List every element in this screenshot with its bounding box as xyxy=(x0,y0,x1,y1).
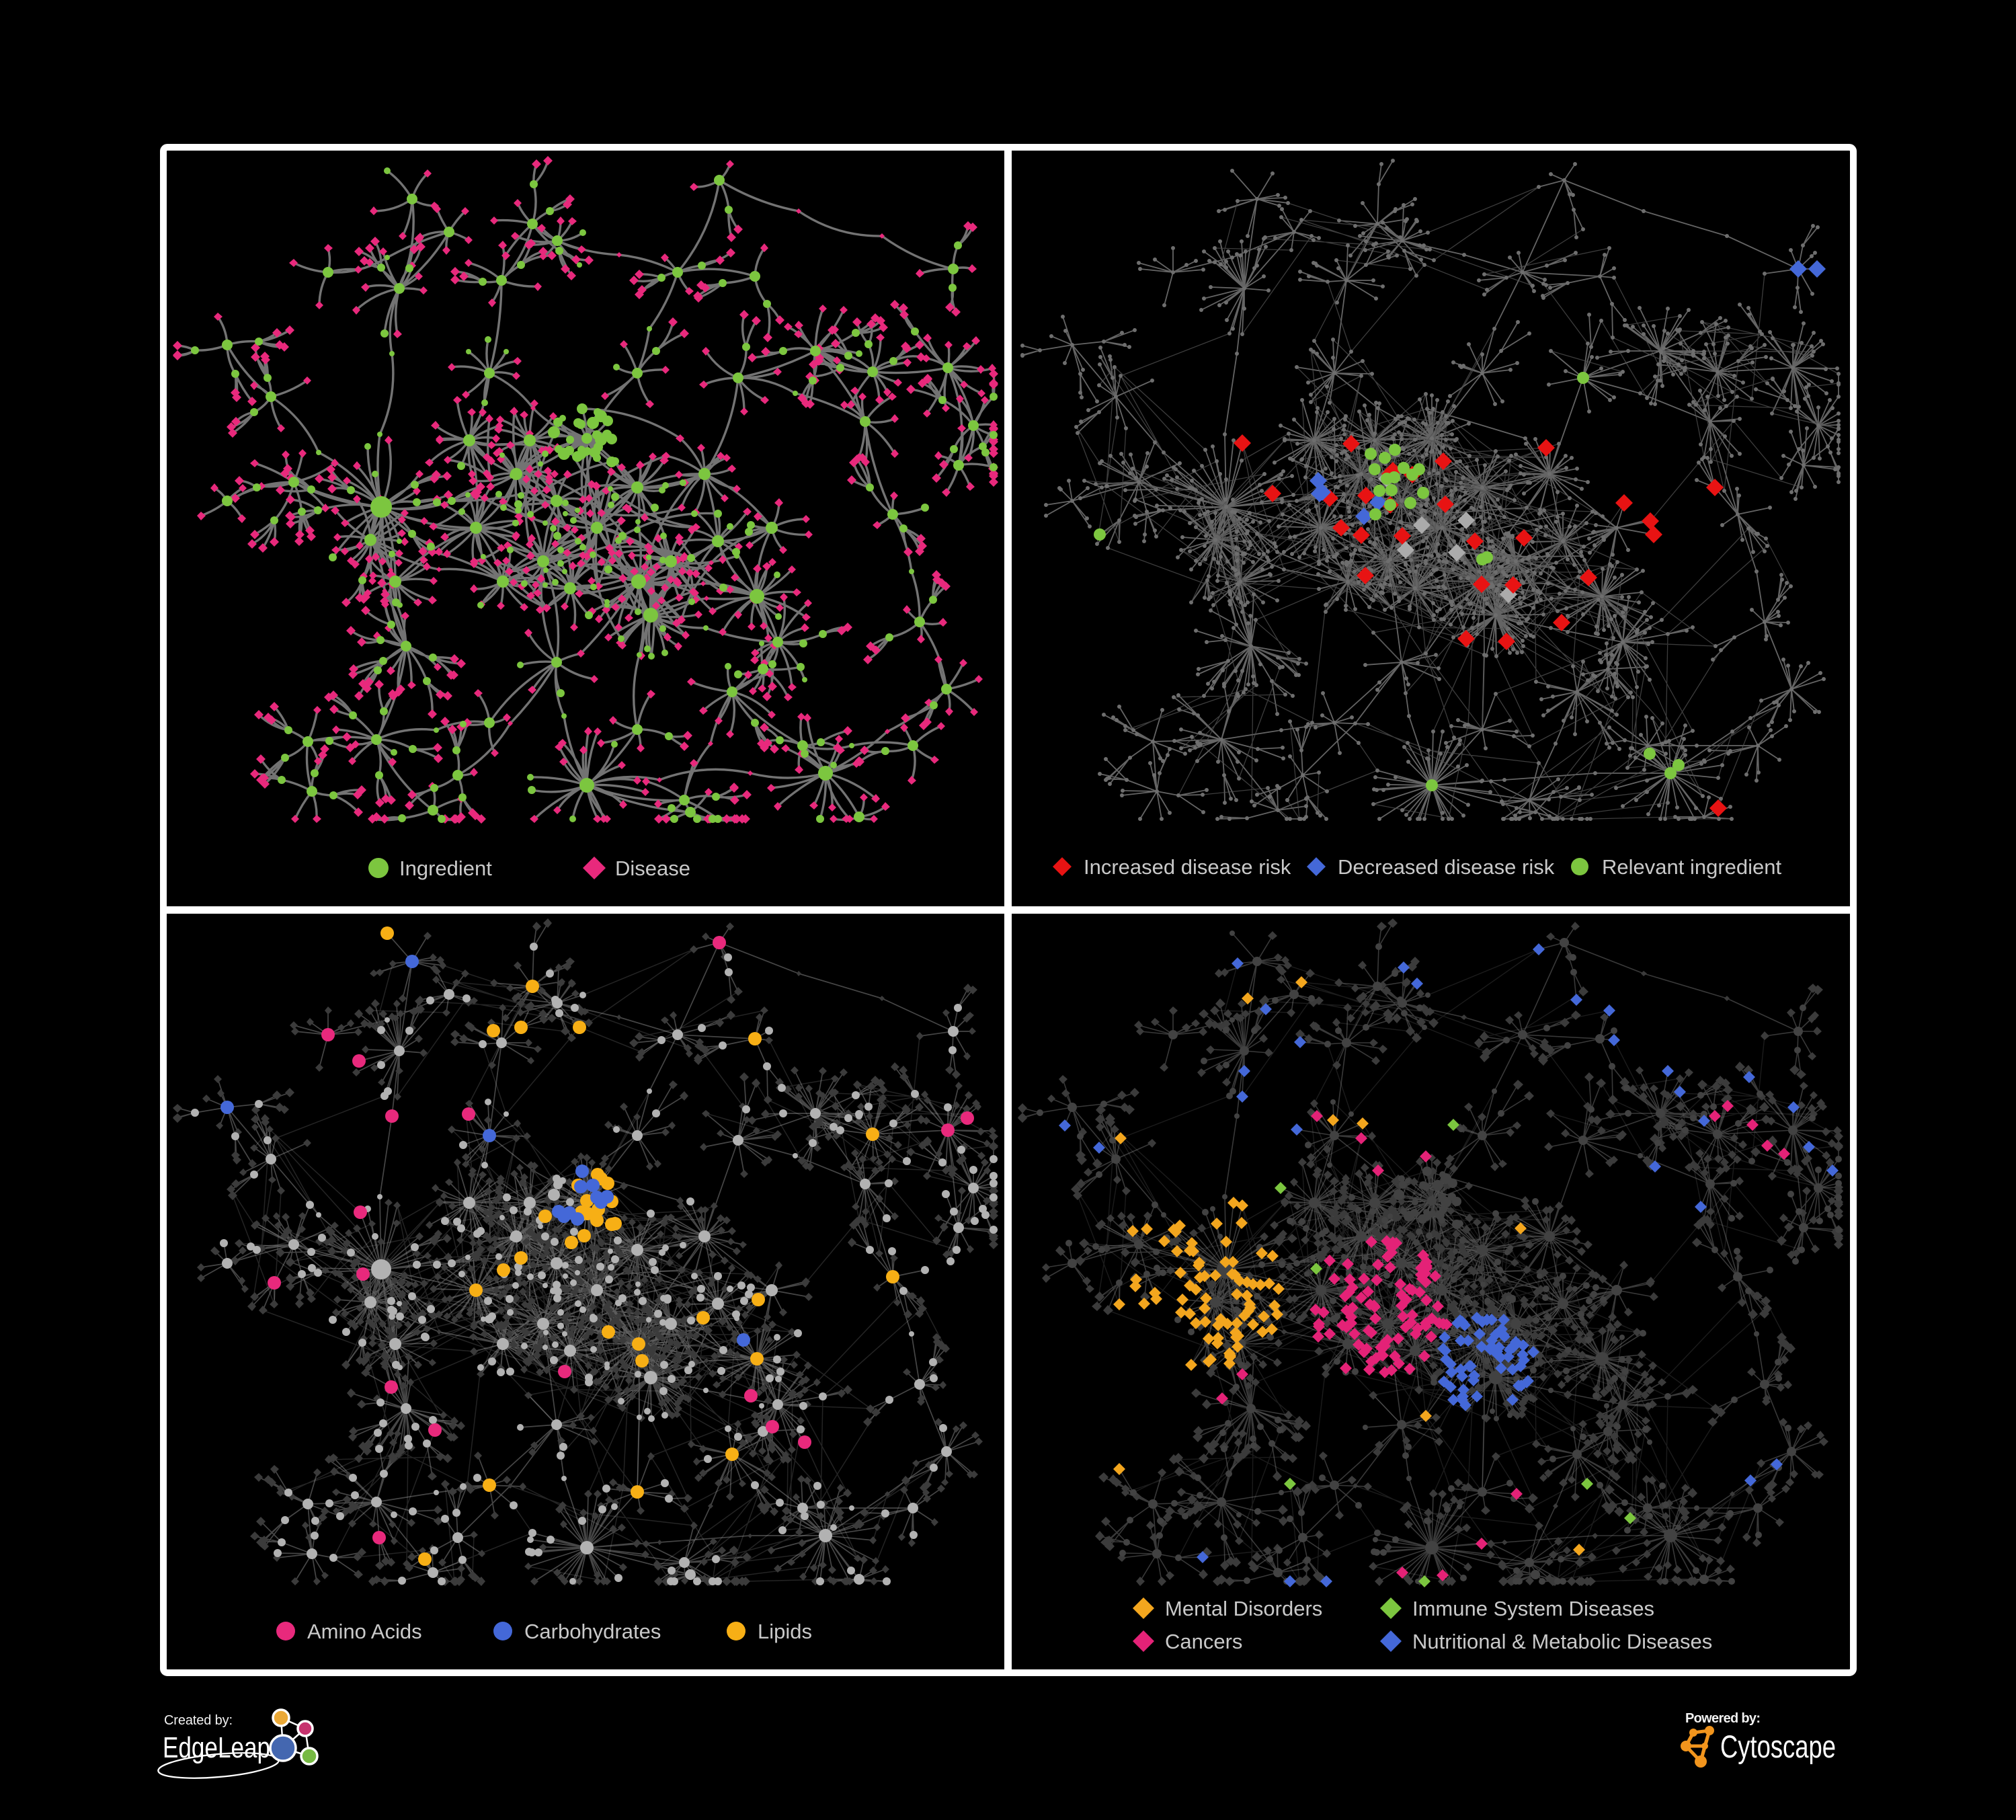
svg-text:Decreased disease risk: Decreased disease risk xyxy=(1338,855,1555,879)
svg-text:Mental Disorders: Mental Disorders xyxy=(1165,1597,1322,1620)
svg-text:Ingredient: Ingredient xyxy=(399,857,492,880)
svg-text:Increased disease risk: Increased disease risk xyxy=(1084,855,1291,879)
svg-text:Amino Acids: Amino Acids xyxy=(307,1620,422,1643)
svg-text:EdgeLeap: EdgeLeap xyxy=(163,1731,270,1764)
svg-text:Disease: Disease xyxy=(615,857,690,880)
svg-text:Relevant ingredient: Relevant ingredient xyxy=(1602,855,1782,879)
svg-text:Cancers: Cancers xyxy=(1165,1630,1242,1653)
svg-text:Carbohydrates: Carbohydrates xyxy=(524,1620,661,1643)
svg-text:Created by:: Created by: xyxy=(164,1713,233,1728)
svg-text:Cytoscape: Cytoscape xyxy=(1720,1729,1836,1764)
svg-text:Lipids: Lipids xyxy=(758,1620,812,1643)
svg-text:Nutritional & Metabolic Diseas: Nutritional & Metabolic Diseases xyxy=(1412,1630,1712,1653)
svg-text:Powered by:: Powered by: xyxy=(1685,1711,1761,1726)
svg-text:Immune System Diseases: Immune System Diseases xyxy=(1412,1597,1654,1620)
